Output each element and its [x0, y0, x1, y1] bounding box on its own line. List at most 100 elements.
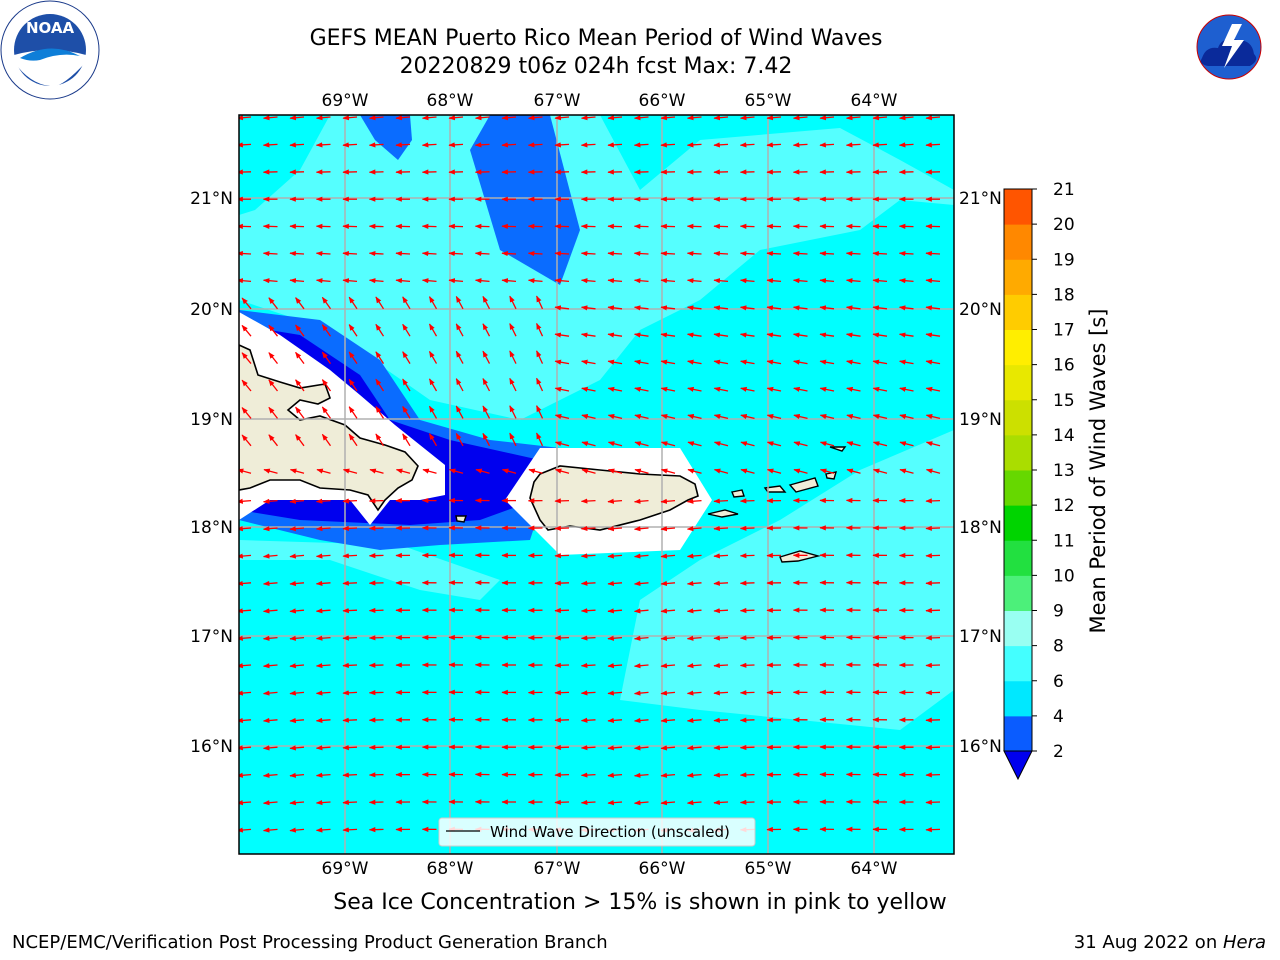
wind-arrow — [422, 468, 437, 474]
wind-arrow — [315, 498, 331, 504]
wind-arrow — [713, 278, 729, 284]
wind-arrow — [321, 406, 332, 419]
wind-arrow — [482, 378, 491, 392]
wind-arrow — [793, 441, 808, 447]
wind-arrow — [501, 278, 517, 284]
wind-arrow — [509, 377, 517, 392]
wind-arrow — [713, 441, 729, 447]
wind-arrow — [740, 468, 755, 474]
wind-arrow — [739, 772, 755, 778]
wind-arrow — [315, 608, 331, 614]
wind-arrow — [739, 278, 755, 284]
wind-arrow — [633, 115, 649, 121]
wind-arrow — [633, 498, 649, 504]
wind-arrow — [713, 772, 729, 778]
sea-ice-note: Sea Ice Concentration > 15% is shown in … — [333, 890, 947, 915]
wind-arrow — [633, 332, 649, 338]
wind-arrow — [925, 115, 941, 121]
wind-arrow — [607, 580, 623, 587]
wind-arrow — [482, 405, 491, 419]
wind-arrow — [607, 115, 623, 121]
wind-arrow — [660, 332, 676, 338]
wind-arrow — [740, 386, 755, 392]
wind-arrow — [607, 359, 623, 365]
wind-arrow — [342, 772, 358, 778]
wind-arrow — [766, 278, 782, 284]
wind-arrow — [315, 142, 331, 148]
wind-arrow — [660, 663, 676, 669]
wind-arrow — [289, 580, 305, 587]
wind-arrow — [660, 745, 676, 751]
wind-arrow — [395, 278, 411, 284]
wind-arrow — [899, 441, 914, 447]
wind-arrow — [421, 142, 437, 148]
wind-arrow — [925, 607, 941, 614]
wind-arrow — [536, 432, 544, 447]
wind-arrow — [289, 827, 305, 833]
wind-arrow — [262, 608, 278, 614]
wind-arrow — [634, 359, 649, 365]
wind-arrow — [739, 332, 755, 338]
wind-arrow — [660, 800, 676, 806]
wind-arrow — [448, 250, 464, 257]
wind-arrow — [819, 414, 835, 420]
wind-arrow — [554, 607, 570, 614]
colorbar-tick-label: 13 — [1053, 461, 1075, 481]
wind-arrow — [295, 434, 305, 447]
wind-arrow — [633, 526, 649, 532]
wind-arrow — [580, 662, 596, 669]
wind-arrow — [686, 332, 702, 338]
wind-arrow — [739, 744, 755, 751]
wind-arrow — [846, 414, 861, 420]
wind-arrow — [633, 608, 649, 614]
legend-label: Wind Wave Direction (unscaled) — [490, 823, 730, 841]
wind-arrow — [581, 359, 596, 365]
wind-arrow — [321, 351, 332, 364]
wind-arrow — [395, 142, 411, 148]
wind-arrow — [607, 608, 623, 614]
wind-arrow — [633, 745, 649, 751]
wind-arrow — [581, 441, 596, 447]
wind-arrow — [295, 324, 305, 337]
wind-arrow — [580, 498, 596, 504]
wind-arrow — [899, 359, 914, 365]
wind-arrow — [713, 115, 729, 121]
wind-arrow — [898, 115, 914, 121]
wind-arrow — [428, 296, 438, 310]
colorbar-tick-label: 12 — [1053, 496, 1075, 516]
wind-arrow — [536, 295, 544, 310]
wind-arrow — [793, 414, 808, 420]
wind-arrow — [289, 635, 305, 641]
wind-arrow — [342, 142, 358, 148]
wind-arrow — [402, 433, 411, 447]
wind-arrow — [262, 745, 278, 751]
wind-arrow — [554, 142, 570, 148]
wind-arrow — [342, 553, 358, 559]
wind-arrow — [315, 827, 331, 833]
wind-arrow — [660, 498, 676, 504]
wind-arrow — [580, 717, 596, 723]
wind-arrow — [315, 690, 331, 696]
wind-arrow — [686, 580, 702, 587]
wind-arrow — [455, 323, 464, 337]
wind-arrow — [448, 115, 464, 121]
colorbar-label: Mean Period of Wind Waves [s] — [1086, 309, 1110, 634]
wind-arrow — [342, 278, 358, 284]
wind-arrow — [455, 350, 464, 364]
wind-arrow — [686, 553, 702, 559]
wind-arrow — [262, 278, 278, 284]
wind-arrow — [925, 662, 941, 668]
wind-arrow — [241, 434, 252, 447]
wind-arrow — [262, 663, 278, 669]
wind-arrow — [686, 526, 702, 532]
wind-arrow — [241, 407, 252, 419]
wind-arrow — [792, 250, 808, 257]
wind-arrow — [295, 351, 305, 364]
wind-arrow — [536, 350, 544, 364]
wind-arrow — [872, 142, 888, 148]
wind-arrow — [428, 378, 438, 392]
wind-arrow — [607, 800, 623, 806]
wind-arrow — [581, 468, 596, 474]
wind-arrow — [633, 250, 649, 257]
colorbar-segment — [1004, 434, 1032, 471]
